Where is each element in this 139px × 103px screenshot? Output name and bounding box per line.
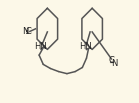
Text: C: C [25,27,31,36]
Text: N: N [22,27,28,36]
Text: HN: HN [34,42,47,51]
Text: N: N [111,59,118,68]
Text: HN: HN [79,42,92,51]
Text: C: C [108,56,114,65]
